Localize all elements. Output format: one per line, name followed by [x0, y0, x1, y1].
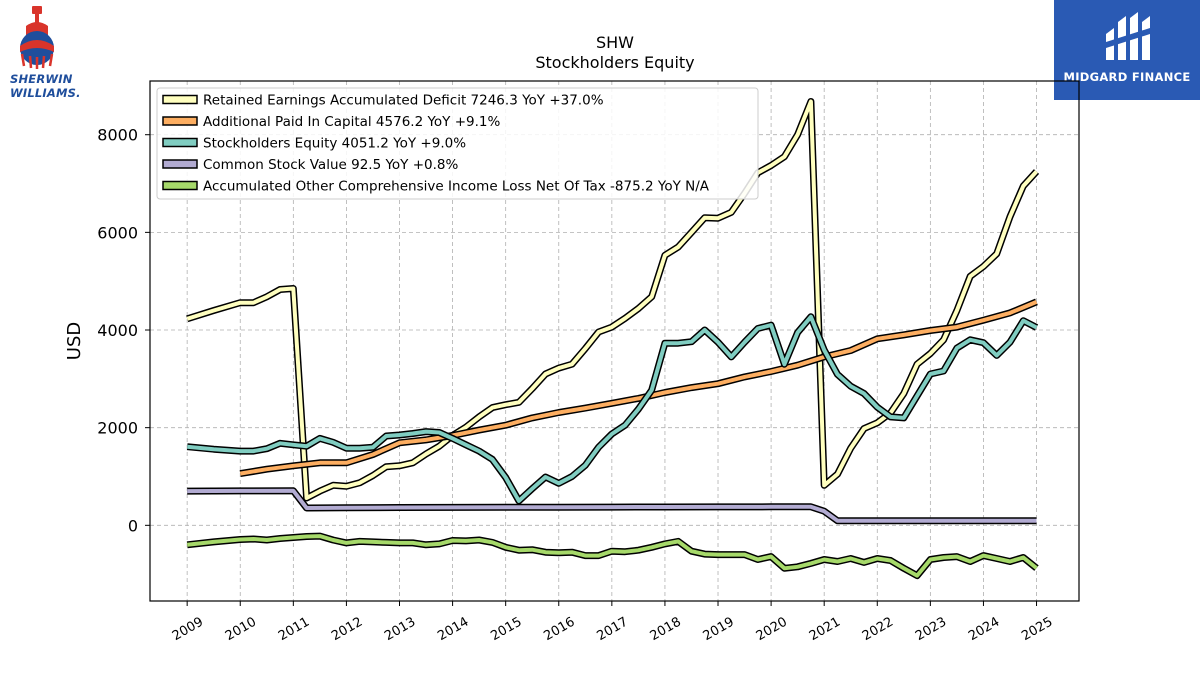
legend-swatch [162, 180, 198, 191]
y-tick-label: 4000 [97, 321, 138, 340]
legend-swatch [162, 159, 198, 169]
x-tick-label: 2020 [754, 615, 790, 645]
sherwin-williams-logo: SHERWIN WILLIAMS. [4, 4, 81, 100]
series-line-accumulated-other-comprehensive-income-loss-net-of-tax [186, 534, 1038, 578]
legend-entry: Additional Paid In Capital 4576.2 YoY +9… [203, 114, 500, 130]
axes: 2009 2010 2011 2012 2013 2014 2015 2016 2017 2018… [97, 126, 1055, 644]
plot-frame [149, 80, 1080, 602]
logo-text-sherwin: SHERWIN [10, 72, 73, 86]
x-tick-label: 2016 [541, 615, 577, 645]
x-tick-label: 2024 [966, 615, 1002, 645]
x-tick-label: 2022 [860, 615, 896, 645]
x-tick-label: 2009 [170, 615, 206, 645]
y-tick-label: 2000 [97, 419, 138, 438]
y-tick-label: 6000 [97, 223, 138, 242]
chart-subtitle: Stockholders Equity [535, 53, 694, 72]
x-tick-label: 2012 [329, 615, 365, 645]
legend-entry: Common Stock Value 92.5 YoY +0.8% [203, 157, 458, 173]
x-tick-label: 2018 [648, 615, 684, 645]
midgard-finance-text: MIDGARD FINANCE [1063, 70, 1191, 84]
x-tick-label: 2017 [595, 615, 631, 645]
x-tick-label: 2023 [913, 615, 949, 645]
legend-entry: Retained Earnings Accumulated Deficit 72… [203, 93, 604, 109]
x-tick-label: 2021 [807, 615, 843, 645]
x-tick-label: 2015 [488, 615, 524, 645]
y-tick-label: 8000 [97, 126, 138, 145]
series-line-additional-paid-in-capital [239, 300, 1038, 476]
series-line-common-stock-value [187, 488, 1037, 523]
y-tick-label: 0 [128, 516, 138, 535]
midgard-finance-logo: MIDGARD FINANCE [1054, 0, 1200, 100]
legend-swatch [162, 116, 198, 126]
logo-text-williams: WILLIAMS. [10, 86, 81, 100]
legend-entry: Accumulated Other Comprehensive Income L… [203, 179, 710, 195]
x-tick-label: 2011 [276, 615, 312, 645]
series-line-stockholders-equity [187, 314, 1038, 503]
cover-the-earth-icon [20, 6, 54, 69]
series-line-retained-earnings-accumulated-deficit [186, 99, 1038, 500]
chart-title: SHW [596, 33, 634, 52]
x-tick-label: 2013 [382, 615, 418, 645]
legend: Retained Earnings Accumulated Deficit 72… [156, 87, 759, 200]
x-tick-label: 2025 [1019, 615, 1055, 645]
legend-swatch [162, 94, 198, 105]
series-group [186, 98, 1040, 580]
x-tick-label: 2010 [223, 615, 259, 645]
x-tick-label: 2014 [435, 615, 471, 645]
midgard-m-icon [1106, 12, 1150, 60]
legend-entry: Stockholders Equity 4051.2 YoY +9.0% [203, 136, 466, 152]
y-axis-label: USD [64, 322, 85, 360]
legend-box [156, 87, 759, 200]
legend-swatch [162, 137, 198, 148]
x-tick-label: 2019 [701, 615, 737, 645]
